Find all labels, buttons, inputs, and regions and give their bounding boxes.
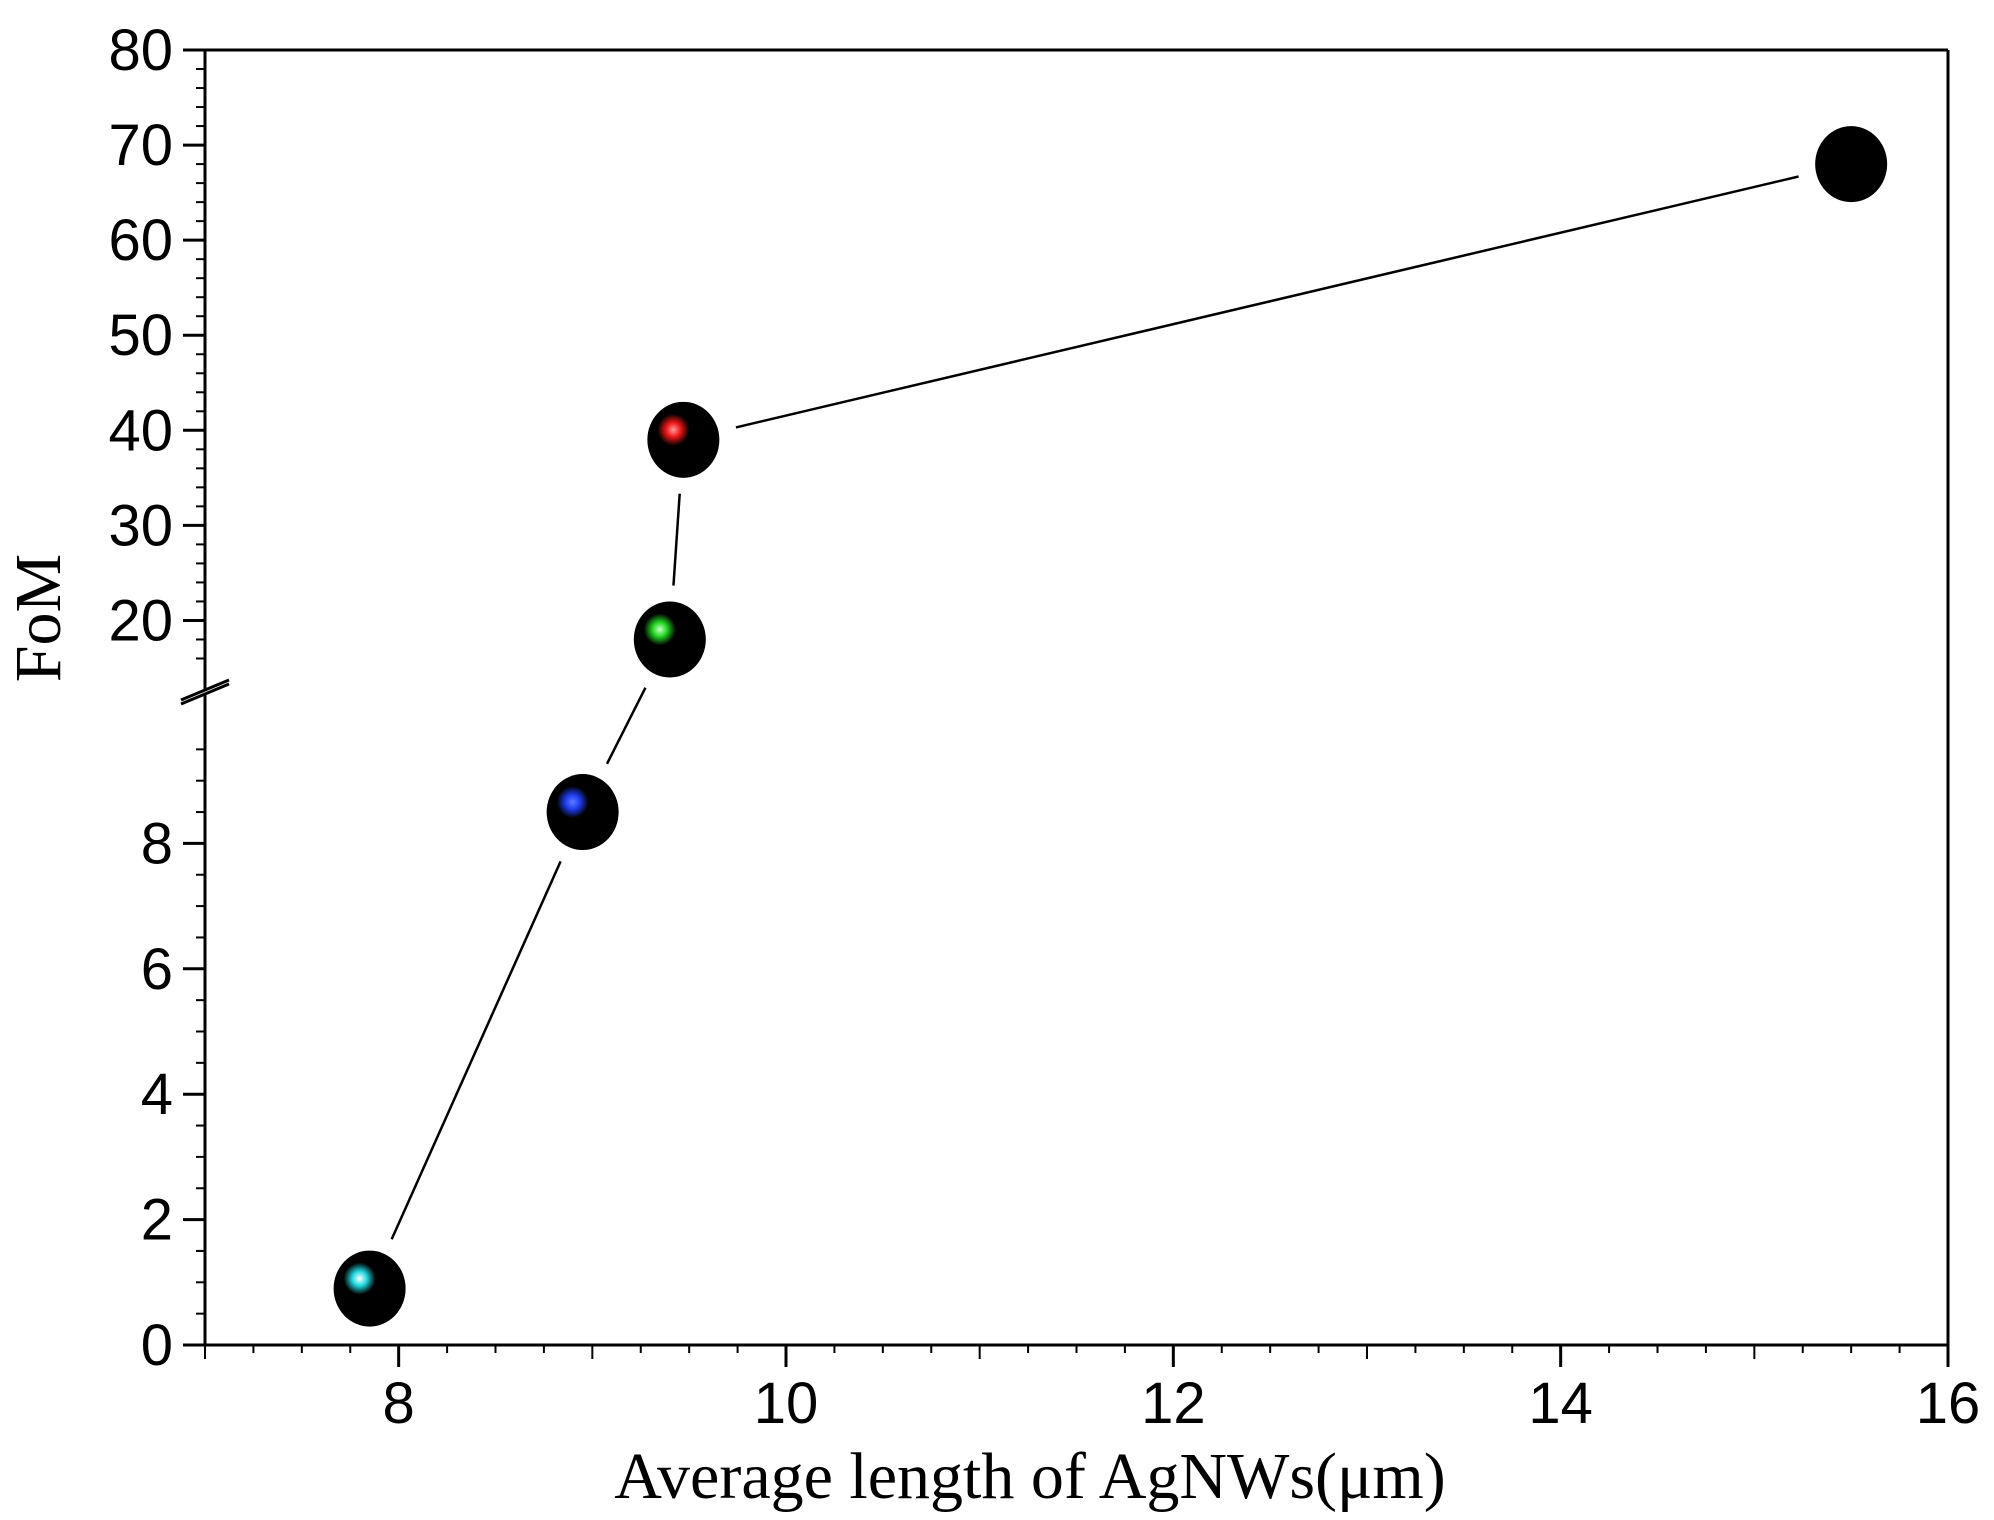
- y-tick-label: 20: [108, 588, 173, 653]
- tick-labels: 8 10 12 14 16 0 2 4 6 8 20 30 40 50 60 70 80: [108, 18, 1980, 1436]
- ticks: [183, 48, 1950, 1367]
- series-line-segment: [735, 175, 1799, 429]
- y-tick-label: 2: [141, 1188, 173, 1253]
- data-point: [1815, 126, 1888, 203]
- data-point-marker: [1815, 126, 1888, 203]
- data-point: [546, 774, 619, 851]
- y-tick-label: 60: [108, 208, 173, 273]
- y-tick-label: 6: [141, 937, 173, 1002]
- series-line-segment: [672, 493, 681, 586]
- y-axis-title: FoM: [2, 554, 75, 682]
- y-tick-label: 70: [108, 113, 173, 178]
- y-tick-label: 40: [108, 398, 173, 463]
- axis-break-gap: [175, 690, 235, 694]
- data-point-highlight: [643, 613, 676, 646]
- data-point-highlight: [556, 786, 589, 819]
- y-tick-label: 30: [108, 493, 173, 558]
- y-tick-label: 80: [108, 18, 173, 83]
- series-line-segment: [390, 860, 562, 1240]
- data-point-highlight: [343, 1262, 376, 1295]
- data-point-highlight: [657, 413, 690, 446]
- y-tick-label: 0: [141, 1313, 173, 1378]
- x-tick-label: 10: [754, 1371, 819, 1436]
- data-points: [333, 126, 1888, 1327]
- x-tick-label: 8: [383, 1371, 415, 1436]
- data-point: [333, 1250, 406, 1327]
- x-tick-label: 12: [1141, 1371, 1206, 1436]
- axis-break-mark-lower: [180, 682, 230, 706]
- axes: [175, 48, 1950, 1347]
- x-tick-label: 14: [1528, 1371, 1593, 1436]
- y-tick-label: 8: [141, 811, 173, 876]
- axis-break-mark-upper: [180, 678, 230, 702]
- x-axis-title: Average length of AgNWs(μm): [614, 1440, 1445, 1513]
- y-tick-label: 50: [108, 303, 173, 368]
- y-tick-label: 4: [141, 1062, 173, 1127]
- data-point: [633, 601, 706, 678]
- data-point: [647, 401, 720, 478]
- series-lines: [390, 175, 1799, 1240]
- series-line-segment: [605, 687, 647, 765]
- x-tick-label: 16: [1916, 1371, 1981, 1436]
